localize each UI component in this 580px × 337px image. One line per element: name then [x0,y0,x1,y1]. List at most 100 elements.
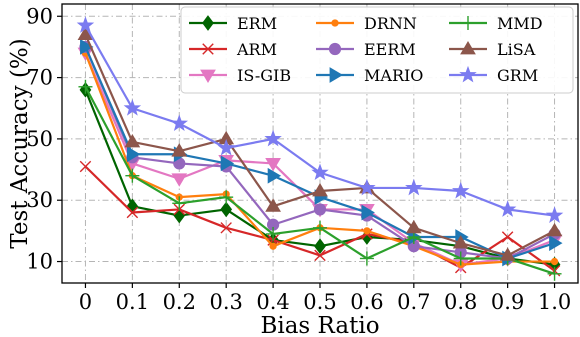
x-tick-label: 0.3 [209,290,242,314]
x-tick-label: 0.4 [256,290,289,314]
legend-marker [200,69,216,83]
legend-marker [202,43,214,55]
data-point-lisa [499,247,516,261]
data-point-lisa [546,222,563,237]
data-point-erm [220,201,233,218]
legend-item-drnn: DRNN [316,14,417,33]
legend-label: LiSA [497,40,536,59]
data-point-grm [123,99,142,116]
legend-marker [460,41,476,55]
data-point-eerm [313,203,327,216]
data-point-drnn [269,242,277,250]
legend-label: GRM [497,66,538,85]
x-tick-label: 0.1 [116,290,149,314]
data-point-mmd [313,220,327,235]
data-point-mmd [172,196,187,211]
series-layer [76,16,564,281]
x-tick-label: 0.2 [163,290,196,314]
data-point-arm [220,222,232,234]
legend-marker [329,67,343,83]
data-point-lisa [265,198,281,212]
x-tick-label: 0.8 [444,290,477,314]
data-point-mario [126,146,141,163]
data-point-grm [358,178,376,196]
data-point-grm [451,181,470,199]
legend: ERM ARM IS-GIB DRNN EERM MARIO MMD LiSA GRM [180,6,574,94]
data-point-mmd [547,266,562,281]
data-point-mario [361,204,375,221]
legend-item-eerm: EERM [316,40,416,59]
data-point-mmd [125,168,140,183]
legend-item-arm: ARM [189,40,277,59]
data-point-arm [501,231,514,243]
data-point-mmd [219,190,234,205]
legend-item-erm: ERM [189,14,277,33]
series-grm [76,16,564,223]
legend-box [180,6,574,94]
x-tick-label: 0.5 [303,290,336,314]
legend-label: DRNN [364,14,417,33]
ticks: 0 0.1 0.2 0.3 0.4 0.5 0.6 0.7 0.8 0.9 1.0 10 30 50 70 9… [26,4,571,314]
data-point-mmd [359,251,374,266]
data-point-grm [217,138,235,156]
data-point-drnn [550,257,559,266]
series-erm [79,82,561,273]
data-point-grm [264,129,282,147]
x-tick-label: 0.9 [491,290,524,314]
legend-item-is-gib: IS-GIB [189,66,291,85]
data-point-mario [549,235,563,252]
data-point-grm [76,16,95,33]
y-tick-label: 70 [26,66,53,90]
legend-label: EERM [364,40,416,59]
data-point-arm [79,160,92,173]
legend-label: MARIO [364,66,423,85]
series-mmd [78,79,562,281]
legend-marker [461,16,475,30]
data-point-grm [311,163,329,181]
legend-label: IS-GIB [237,66,291,85]
y-axis-label: Test Accuracy (%) [7,38,33,248]
legend-marker [459,65,477,83]
legend-item-mario: MARIO [316,66,423,85]
data-point-arm [126,206,139,219]
data-point-mario [267,167,282,184]
legend-label: ARM [236,40,277,59]
data-point-is-gib [265,158,281,172]
x-tick-label: 0.7 [397,290,430,314]
y-tick-label: 30 [26,188,53,212]
data-point-lisa [124,133,141,148]
data-point-mmd [78,79,93,94]
legend-label: MMD [497,14,543,33]
data-point-lisa [405,219,422,234]
data-point-mmd [453,251,468,266]
legend-label: ERM [237,14,277,33]
legend-item-lisa: LiSA [449,40,536,59]
legend-item-mmd: MMD [449,14,543,33]
data-point-grm [545,206,564,223]
y-tick-label: 90 [26,4,53,28]
data-point-grm [170,114,189,131]
legend-marker [202,15,214,31]
x-tick-label: 0.6 [350,290,383,314]
data-point-mario [80,39,94,55]
data-point-mario [220,155,235,172]
x-tick-label: 1.0 [538,290,571,314]
data-point-grm [498,200,517,217]
data-point-lisa [452,235,469,249]
legend-marker [331,19,339,27]
data-point-grm [405,178,423,196]
data-point-arm [314,249,326,262]
data-point-lisa [171,143,188,157]
data-point-mmd [266,226,281,241]
legend-marker [328,42,342,56]
data-point-lisa [312,183,328,197]
data-point-is-gib [171,173,188,187]
x-axis-label: Bias Ratio [260,313,379,337]
legend-item-grm: GRM [449,65,538,85]
x-tick-label: 0 [79,290,92,314]
data-point-drnn [363,227,371,235]
y-tick-label: 50 [26,127,53,151]
data-point-erm [314,238,326,255]
y-tick-label: 10 [26,250,53,274]
